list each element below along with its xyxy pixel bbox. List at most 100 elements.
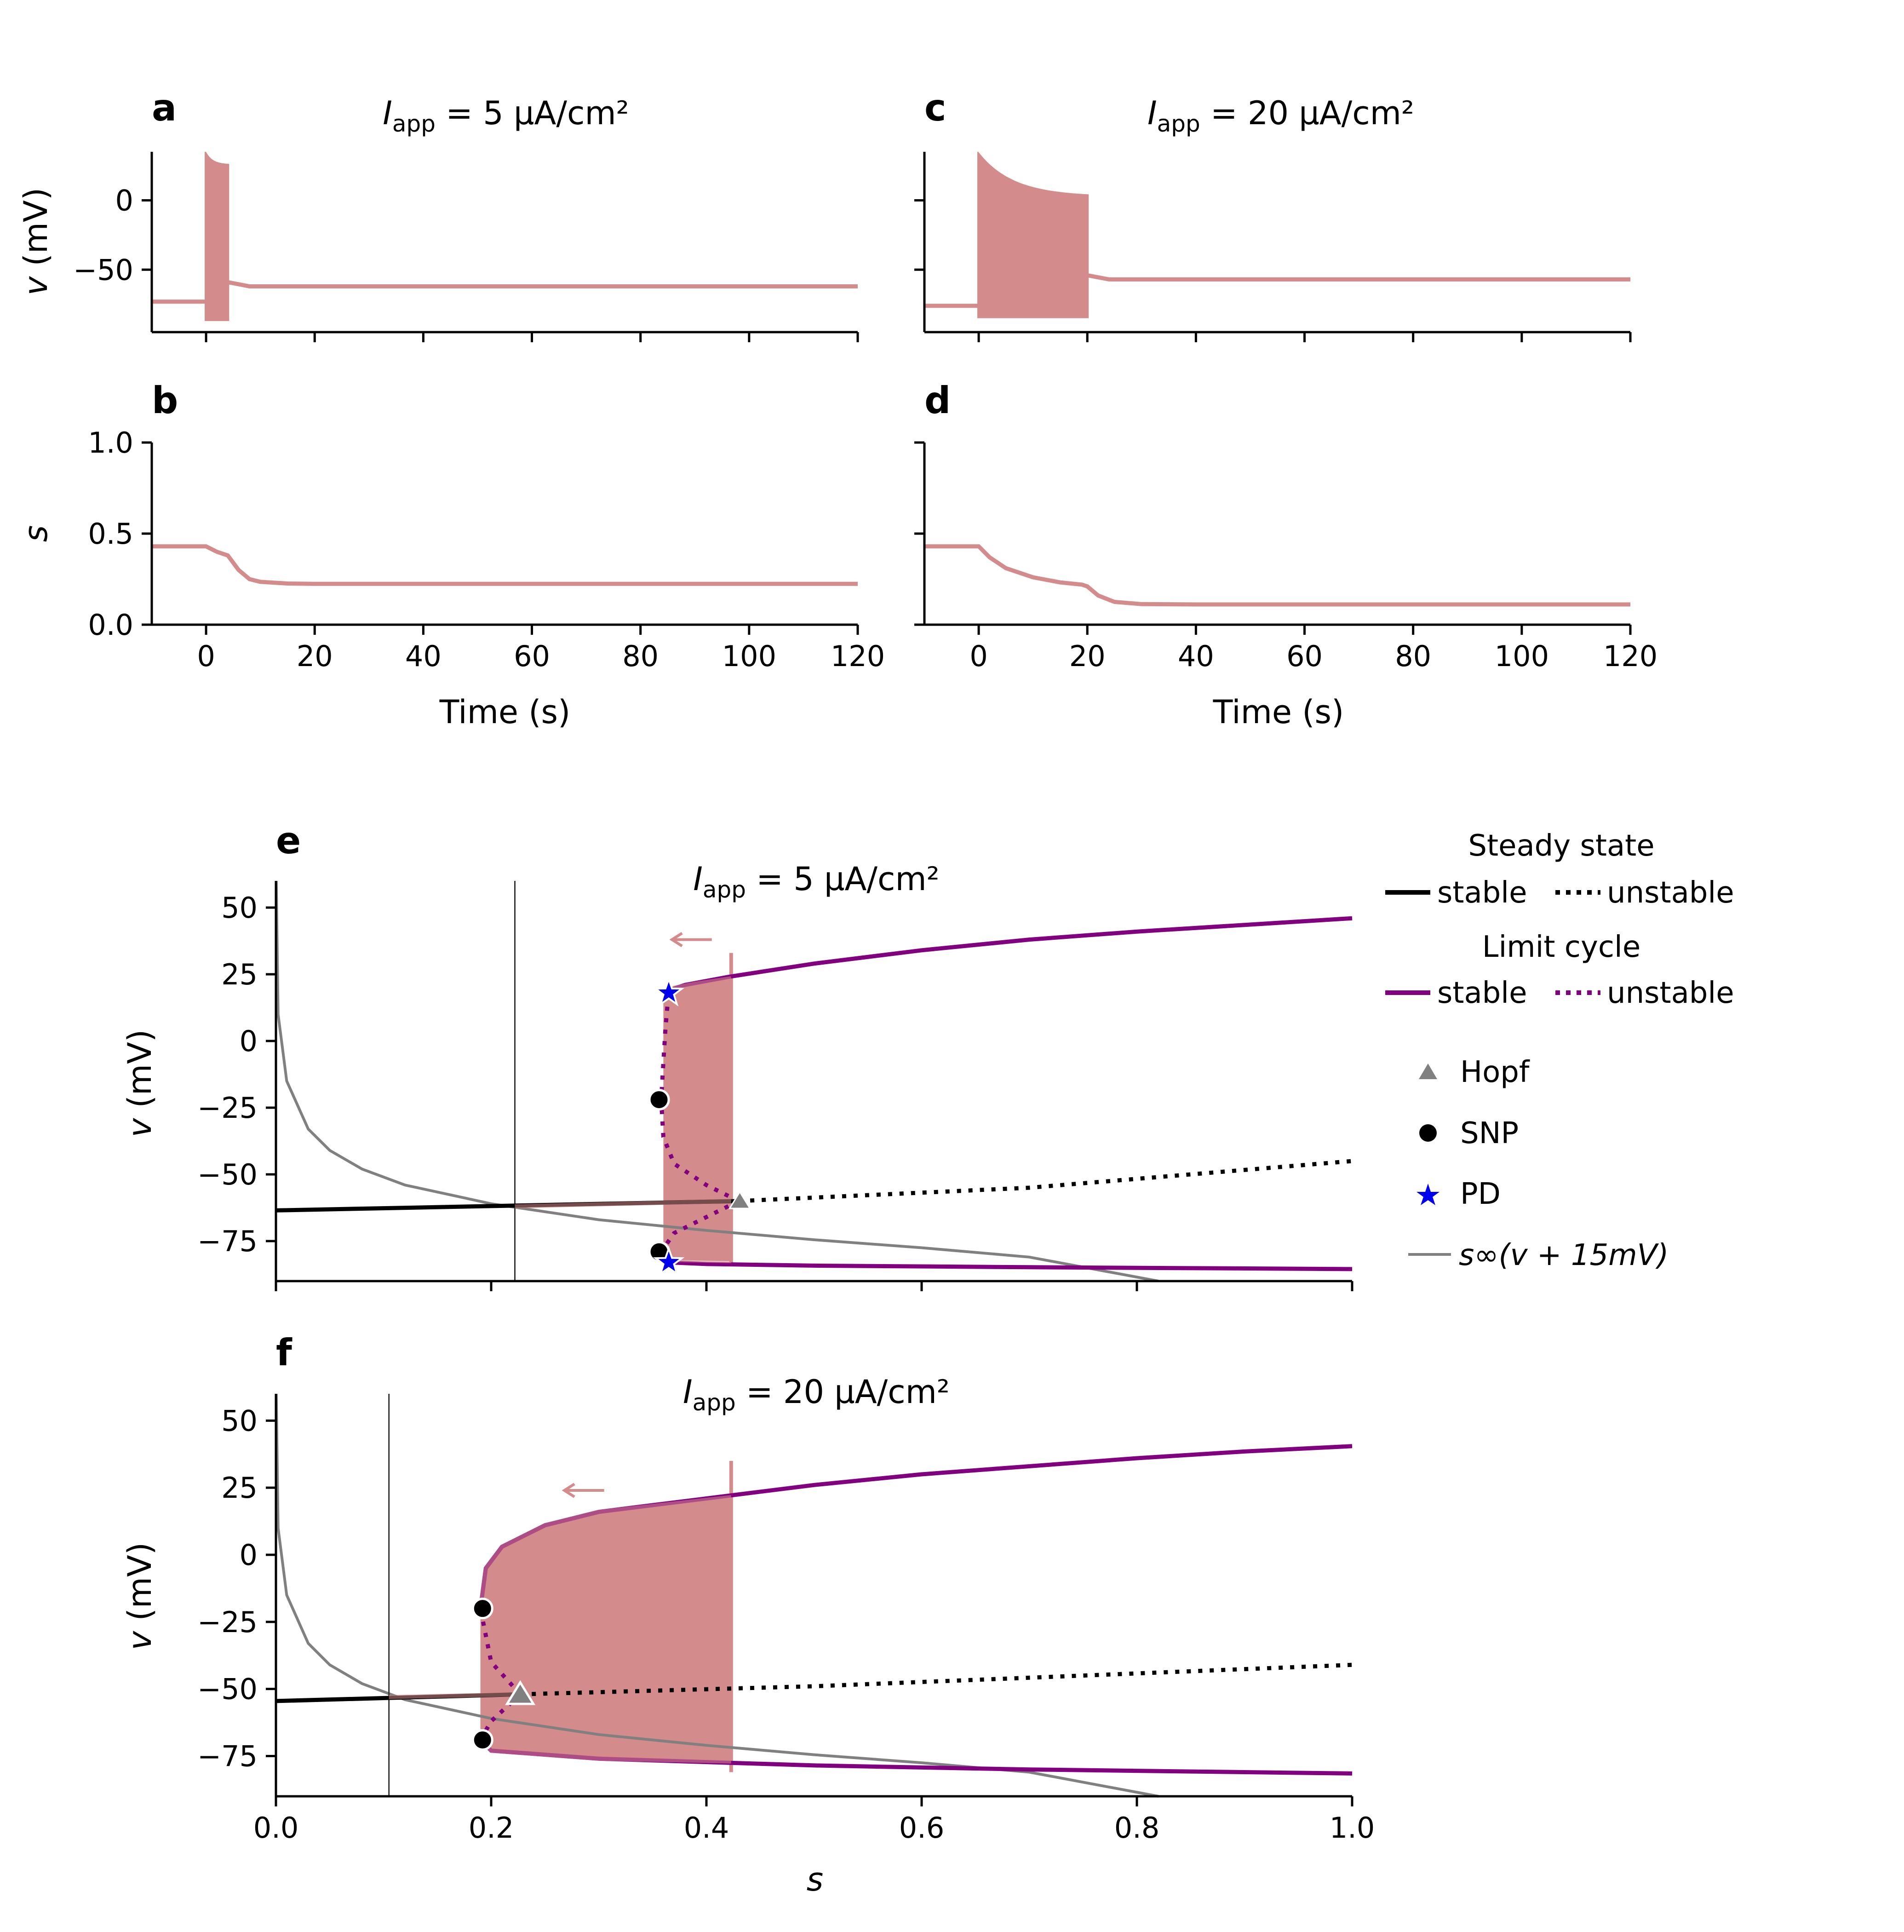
title-value: = 20 μA/cm² <box>1200 94 1414 132</box>
panel-e-plot <box>276 881 1353 1281</box>
x-tick-label: 0 <box>969 639 987 673</box>
x-tick-label: 20 <box>1069 639 1106 673</box>
panel-b-axes: 0 20 40 60 80 100 120 0.0 0.5 1.0 <box>88 426 885 673</box>
title-value: = 5 μA/cm² <box>746 860 940 898</box>
legend: Steady state stable unstable Limit cycle… <box>1385 829 1734 1272</box>
legend-limit-title: Limit cycle <box>1482 930 1640 964</box>
x-tick-label: 1.0 <box>1330 1811 1375 1845</box>
x-tick-label: 0.4 <box>684 1811 729 1845</box>
oscillation-band <box>480 1460 731 1772</box>
title-subscript: app <box>693 1389 736 1416</box>
snp-marker <box>648 1089 670 1111</box>
y-tick-label: −50 <box>73 253 133 287</box>
panel-a: a Iapp = 5 μA/cm² 0 −50 v (mV) <box>17 86 859 342</box>
panel-b: b 0 20 40 60 80 100 120 0.0 0.5 1.0 s Time (s) <box>17 379 885 731</box>
legend-lc-unstable-label: unstable <box>1607 976 1734 1010</box>
voltage-trace-post <box>227 280 858 288</box>
panel-c-axes <box>914 152 1632 342</box>
panel-letter-e: e <box>276 819 301 862</box>
y-tick-label: 25 <box>221 958 258 991</box>
y-tick-label: −25 <box>197 1605 258 1639</box>
panel-d: d 0 20 40 60 80 100 120 Time (s) <box>914 379 1657 731</box>
panel-c: c Iapp = 20 μA/cm² <box>914 86 1632 342</box>
s-trace <box>924 544 1630 607</box>
title-value: = 20 μA/cm² <box>736 1373 950 1411</box>
panel-f-title: Iapp = 20 μA/cm² <box>683 1373 950 1416</box>
legend-steady-stable-label: stable <box>1437 876 1527 910</box>
s-trace <box>152 544 858 586</box>
y-tick-label: −25 <box>197 1091 258 1125</box>
y-tick-label: 25 <box>221 1471 258 1505</box>
x-tick-label: 60 <box>1286 639 1323 673</box>
legend-pd-marker <box>1417 1184 1439 1205</box>
panel-a-axes: 0 −50 <box>73 152 859 342</box>
panel-e-title: Iapp = 5 μA/cm² <box>693 860 939 903</box>
panel-d-axes: 0 20 40 60 80 100 120 <box>914 441 1657 673</box>
x-tick-label: 100 <box>1495 639 1549 673</box>
y-tick-label: 0 <box>115 184 133 218</box>
title-subscript: app <box>703 876 746 903</box>
panel-a-ylabel: v (mV) <box>17 188 55 295</box>
direction-arrow-head <box>669 932 683 948</box>
y-tick-label: 50 <box>221 891 258 925</box>
x-tick-label: 40 <box>1178 639 1214 673</box>
panel-f-plot <box>276 1394 1353 1798</box>
legend-snp-label: SNP <box>1460 1116 1519 1150</box>
x-tick-label: 80 <box>1395 639 1431 673</box>
legend-lc-stable-label: stable <box>1437 976 1527 1010</box>
panel-f-xlabel: s <box>807 1861 823 1898</box>
panel-d-xlabel: Time (s) <box>1213 693 1344 731</box>
voltage-trace-post <box>1087 273 1630 282</box>
x-tick-label: 0 <box>197 639 215 673</box>
x-tick-label: 100 <box>722 639 776 673</box>
s-inf-curve <box>276 1394 1159 1798</box>
y-tick-label: 0 <box>240 1024 258 1058</box>
y-tick-label: −75 <box>197 1740 258 1773</box>
x-tick-label: 0.8 <box>1114 1811 1160 1845</box>
panel-f-ylabel: v (mV) <box>121 1542 159 1650</box>
y-tick-label: 1.0 <box>88 426 133 460</box>
panel-letter-d: d <box>924 379 951 422</box>
x-tick-label: 20 <box>297 639 333 673</box>
limit-cycle-min-stable <box>662 1258 1353 1271</box>
panel-letter-a: a <box>152 86 177 129</box>
y-tick-label: 0.0 <box>88 608 133 642</box>
title-symbol: I <box>683 1373 693 1411</box>
panel-b-xlabel: Time (s) <box>439 693 571 731</box>
legend-hopf-label: Hopf <box>1460 1055 1530 1089</box>
voltage-burst <box>977 152 1089 318</box>
direction-arrow-head <box>562 1483 575 1498</box>
s-inf-curve <box>276 881 1159 1281</box>
panel-letter-f: f <box>276 1331 292 1374</box>
title-subscript: app <box>1157 110 1200 137</box>
snp-marker <box>471 1598 493 1620</box>
hopf-marker <box>728 1190 751 1209</box>
legend-steady-title: Steady state <box>1468 829 1654 863</box>
voltage-burst <box>205 152 229 321</box>
title-symbol: I <box>1147 94 1157 132</box>
title-symbol: I <box>383 94 392 132</box>
y-tick-label: 0.5 <box>88 517 133 551</box>
pd-marker <box>653 976 685 1006</box>
legend-snp-marker <box>1419 1124 1437 1142</box>
x-tick-label: 120 <box>1603 639 1657 673</box>
legend-steady-unstable-label: unstable <box>1607 876 1734 910</box>
panel-a-plot <box>152 152 858 321</box>
pd-marker <box>653 1246 685 1276</box>
y-tick-label: −75 <box>197 1225 258 1258</box>
panel-b-plot <box>152 544 858 586</box>
oscillation-band <box>663 953 731 1265</box>
panel-e-axes: 50 25 0 −25 −50 −75 <box>197 881 1353 1291</box>
panel-f-axes: 0.0 0.2 0.4 0.6 0.8 1.0 50 25 0 −25 −50 −75 <box>197 1394 1375 1845</box>
panel-c-title: Iapp = 20 μA/cm² <box>1147 94 1414 137</box>
limit-cycle-min-unstable <box>659 1199 740 1253</box>
panel-e: e Iapp = 5 μA/cm² 50 25 0 −25 −50 −75 v (mV) <box>121 819 1353 1291</box>
panel-d-plot <box>924 544 1630 607</box>
trajectory-resting <box>515 1199 731 1209</box>
y-tick-label: 50 <box>221 1404 258 1438</box>
trajectory-resting <box>389 1692 521 1699</box>
snp-marker <box>471 1729 493 1751</box>
limit-cycle-max-unstable <box>659 990 740 1203</box>
y-tick-label: −50 <box>197 1158 258 1191</box>
